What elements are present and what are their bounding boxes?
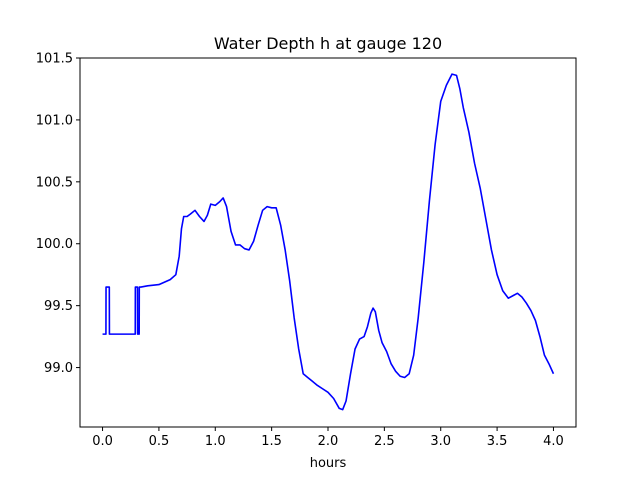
- x-tick-label: 2.5: [374, 434, 395, 449]
- series-line-0: [102, 73, 555, 411]
- x-tick-label: 1.5: [261, 434, 282, 449]
- y-tick-label: 100.0: [36, 237, 73, 252]
- y-tick-label: 100.5: [36, 175, 73, 190]
- y-tick-label: 101.5: [36, 52, 73, 67]
- x-axis: 0.0 0.5 1.0 1.5 2.0 2.5 3.0 3.5 4.0: [92, 427, 564, 449]
- x-tick-label: 2.0: [318, 434, 339, 449]
- y-tick-label: 99.5: [44, 299, 73, 314]
- x-tick-label: 0.0: [92, 434, 113, 449]
- x-tick-label: 3.5: [487, 434, 508, 449]
- y-axis: 99.0 99.5 100.0 100.5 101.0 101.5: [36, 52, 80, 376]
- plot-area: [102, 73, 555, 411]
- x-tick-label: 0.5: [149, 434, 170, 449]
- chart-title: Water Depth h at gauge 120: [214, 34, 442, 53]
- x-tick-label: 3.0: [430, 434, 451, 449]
- x-tick-label: 1.0: [205, 434, 226, 449]
- y-tick-label: 99.0: [44, 361, 73, 376]
- x-axis-label: hours: [310, 456, 347, 471]
- y-tick-label: 101.0: [36, 113, 73, 128]
- x-tick-label: 4.0: [543, 434, 564, 449]
